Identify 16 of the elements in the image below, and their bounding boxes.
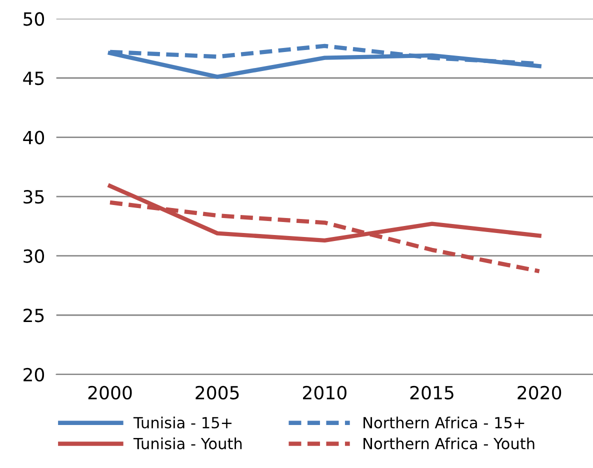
y-tick-label: 20 — [24, 368, 44, 382]
x-tick-label: 2010 — [303, 386, 346, 400]
y-tick-label: 45 — [23, 72, 44, 86]
x-tick-label: 2015 — [410, 386, 454, 400]
legend-label: Tunisia - Youth — [133, 438, 242, 450]
legend-label: Northern Africa - 15+ — [364, 416, 524, 428]
y-tick-label: 30 — [24, 249, 44, 263]
x-tick-label: 2020 — [518, 386, 562, 400]
y-tick-label: 40 — [23, 130, 44, 144]
y-tick-label: 25 — [24, 308, 44, 322]
y-tick-label: 50 — [24, 12, 44, 26]
x-tick-label: 2000 — [88, 386, 132, 400]
legend-label: Tunisia - 15+ — [133, 416, 232, 428]
x-tick-label: 2005 — [196, 386, 239, 400]
legend-label: Northern Africa - Youth — [364, 438, 534, 450]
y-tick-label: 35 — [24, 190, 44, 204]
